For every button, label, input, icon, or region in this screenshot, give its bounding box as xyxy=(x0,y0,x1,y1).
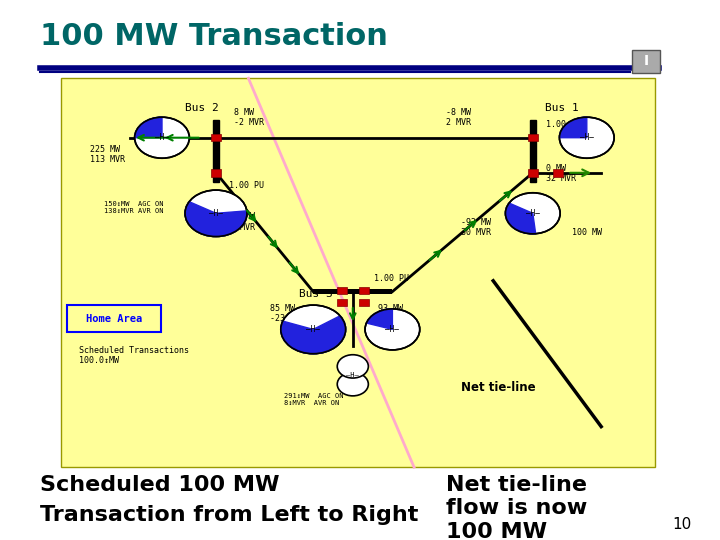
Text: -92 MW
30 MVR: -92 MW 30 MVR xyxy=(461,218,491,237)
Bar xyxy=(528,134,538,141)
Text: -84 MW
27 MVR: -84 MW 27 MVR xyxy=(225,212,255,232)
Circle shape xyxy=(185,190,247,237)
Text: ―H―: ―H― xyxy=(346,372,359,379)
Bar xyxy=(211,169,221,177)
FancyBboxPatch shape xyxy=(67,305,161,332)
Bar xyxy=(359,299,369,306)
Text: ―H―: ―H― xyxy=(155,133,169,142)
Text: 8 MW
-2 MVR: 8 MW -2 MVR xyxy=(234,108,264,127)
Circle shape xyxy=(337,373,369,396)
Wedge shape xyxy=(281,316,346,354)
Text: Bus 3: Bus 3 xyxy=(299,289,333,299)
Text: Bus 1: Bus 1 xyxy=(545,103,578,113)
Text: Scheduled 100 MW: Scheduled 100 MW xyxy=(40,475,279,495)
Text: ―H―: ―H― xyxy=(526,209,540,218)
Text: 1.00 PU: 1.00 PU xyxy=(374,274,410,283)
Text: 291↕MW  AGC ON
8↕MVR  AVR ON: 291↕MW AGC ON 8↕MVR AVR ON xyxy=(284,393,344,406)
Text: ―H―: ―H― xyxy=(306,325,320,334)
Circle shape xyxy=(365,309,420,350)
Text: 150↕MW  AGC ON
138↕MVR AVR ON: 150↕MW AGC ON 138↕MVR AVR ON xyxy=(104,201,164,214)
Wedge shape xyxy=(505,203,536,234)
Text: ―H―: ―H― xyxy=(580,133,594,142)
Text: Net tie-line: Net tie-line xyxy=(461,381,536,394)
Wedge shape xyxy=(366,309,392,329)
Text: 85 MW
-23 MVR: 85 MW -23 MVR xyxy=(270,304,305,323)
Text: Bus 2: Bus 2 xyxy=(185,103,218,113)
Bar xyxy=(553,169,563,177)
Text: 10: 10 xyxy=(672,517,691,532)
Bar xyxy=(213,120,219,183)
Text: Scheduled Transactions
100.0↕MW: Scheduled Transactions 100.0↕MW xyxy=(79,346,189,365)
Text: I: I xyxy=(643,54,649,68)
Bar xyxy=(337,287,347,294)
Text: 0 MW
32 MVR: 0 MW 32 MVR xyxy=(546,164,576,183)
Text: Home Area: Home Area xyxy=(86,314,142,323)
Text: -8 MW
2 MVR: -8 MW 2 MVR xyxy=(446,108,472,127)
Bar xyxy=(530,120,536,183)
Text: 1.00 PU: 1.00 PU xyxy=(229,181,264,190)
Bar xyxy=(211,134,221,141)
Text: 100 MW Transaction: 100 MW Transaction xyxy=(40,22,387,51)
Text: 100 MW: 100 MW xyxy=(572,228,603,237)
Circle shape xyxy=(505,193,560,234)
Text: Net tie-line: Net tie-line xyxy=(446,475,588,495)
Text: Transaction from Left to Right: Transaction from Left to Right xyxy=(40,505,418,525)
Bar xyxy=(313,289,392,294)
Bar xyxy=(632,50,660,73)
Wedge shape xyxy=(135,117,162,138)
Circle shape xyxy=(281,305,346,354)
Text: 100 MW: 100 MW xyxy=(446,522,547,540)
Circle shape xyxy=(135,117,189,158)
Bar xyxy=(61,78,655,467)
Bar xyxy=(359,287,369,294)
Text: 113 MW
56 MVR: 113 MW 56 MVR xyxy=(374,328,405,348)
Wedge shape xyxy=(559,117,587,138)
Text: 225 MW
113 MVR: 225 MW 113 MVR xyxy=(90,145,125,164)
Text: ―H―: ―H― xyxy=(385,325,400,334)
Text: flow is now: flow is now xyxy=(446,498,588,518)
Circle shape xyxy=(559,117,614,158)
Text: ―H―: ―H― xyxy=(209,209,223,218)
Text: 93 MW
-25 MVR: 93 MW -25 MVR xyxy=(378,304,413,323)
Text: 1.00 PU: 1.00 PU xyxy=(546,120,581,129)
Bar xyxy=(528,169,538,177)
Bar xyxy=(337,299,347,306)
Circle shape xyxy=(337,355,369,378)
Wedge shape xyxy=(185,202,247,237)
